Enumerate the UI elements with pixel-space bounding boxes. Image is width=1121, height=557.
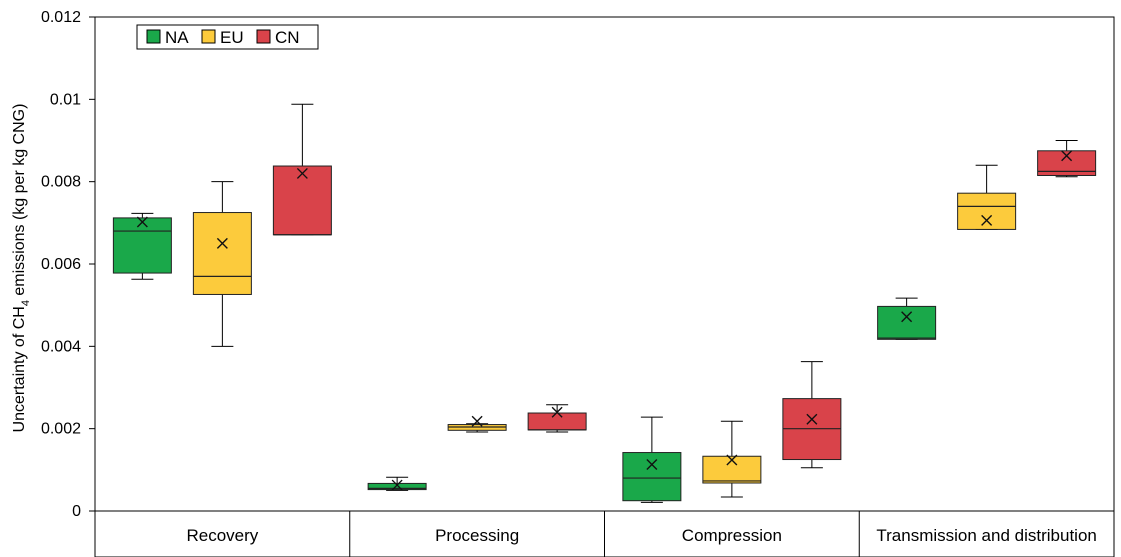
legend: NA EU CN <box>137 25 318 49</box>
category-label: Transmission and distribution <box>876 526 1096 545</box>
box-EU-3 <box>703 421 761 497</box>
box-NA-2 <box>368 477 426 490</box>
box-NA-1 <box>113 213 171 279</box>
box-NA-4 <box>878 298 936 339</box>
y-tick-label: 0.004 <box>41 338 81 355</box>
legend-swatch-NA <box>147 30 160 43</box>
y-tick-label: 0.01 <box>50 91 81 108</box>
y-tick-label: 0.012 <box>41 9 81 26</box>
y-axis-label: Uncertainty of CH4 emissions (kg per kg … <box>11 104 32 433</box>
iqr-box <box>113 218 171 273</box>
box-CN-4 <box>1038 141 1096 177</box>
legend-label-NA: NA <box>165 28 189 47</box>
y-ticks: 0 0.002 0.004 0.006 0.008 0.01 0.012 <box>41 9 95 520</box>
box-NA-3 <box>623 417 681 502</box>
box-CN-1 <box>273 104 331 234</box>
y-tick-label: 0.006 <box>41 256 81 273</box>
iqr-box <box>528 413 586 430</box>
legend-label-CN: CN <box>275 28 300 47</box>
y-axis-label-main: Uncertainty of CH <box>11 306 28 432</box>
category-label: Compression <box>682 526 782 545</box>
category-label: Processing <box>435 526 519 545</box>
box-EU-2 <box>448 416 506 432</box>
legend-swatch-CN <box>257 30 270 43</box>
iqr-box <box>273 166 331 235</box>
x-categories: Recovery Processing Compression Transmissio… <box>186 511 1096 557</box>
boxes <box>113 104 1095 502</box>
box-CN-3 <box>783 362 841 468</box>
box-CN-2 <box>528 405 586 432</box>
y-axis-label-rest: emissions (kg per kg CNG) <box>11 104 28 301</box>
category-label: Recovery <box>186 526 258 545</box>
box-EU-1 <box>193 182 251 347</box>
iqr-box <box>958 193 1016 229</box>
y-tick-label: 0.008 <box>41 174 81 191</box>
box-EU-4 <box>958 165 1016 229</box>
legend-swatch-EU <box>202 30 215 43</box>
y-axis-label-group: Uncertainty of CH4 emissions (kg per kg … <box>11 104 32 433</box>
y-tick-label: 0 <box>72 503 81 520</box>
legend-label-EU: EU <box>220 28 244 47</box>
iqr-box <box>878 306 936 339</box>
iqr-box <box>623 453 681 501</box>
y-tick-label: 0.002 <box>41 421 81 438</box>
iqr-box <box>193 213 251 295</box>
